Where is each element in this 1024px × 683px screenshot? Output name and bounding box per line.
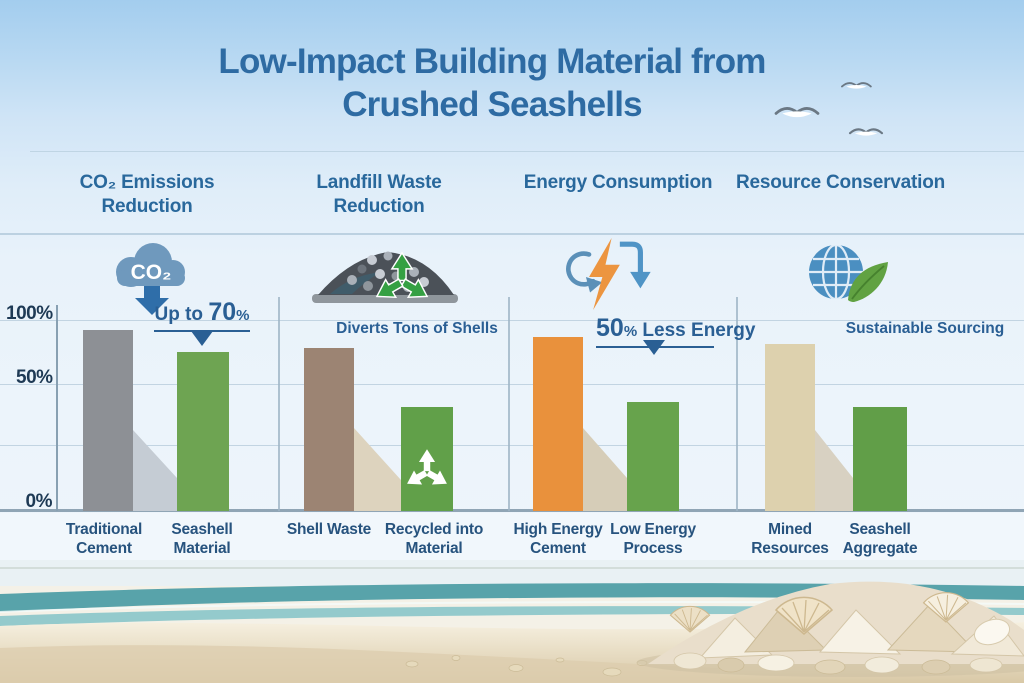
bar-seashell-aggregate: [853, 406, 907, 511]
annotation-pointer-icon: [643, 340, 665, 355]
axis-label-traditional-cement: Traditional Cement: [65, 521, 143, 557]
shell-pile-icon: [312, 251, 458, 303]
axis-label-high-energy-cement: High Energy Cement: [513, 521, 603, 557]
co2-cloud-arrow-icon: CO₂: [116, 243, 185, 315]
y-tick-50: 50%: [16, 367, 53, 388]
bar-traditional-cement: [83, 330, 133, 511]
globe-leaf-icon: [809, 243, 888, 302]
annotation-50-less-energy: 50% Less Energy: [596, 314, 755, 348]
scallop-shell: [669, 605, 711, 633]
gridline-100: [0, 320, 1024, 321]
panel-separator-3: [736, 297, 738, 511]
page-title-line1: Low-Impact Building Material from: [218, 42, 766, 81]
axis-label-recycled-into-material: Recycled into Material: [384, 521, 484, 557]
energy-lightning-icon: [566, 238, 651, 310]
page-title: Low-Impact Building Material from Crushe…: [132, 40, 852, 127]
header-co2-emissions: CO₂ Emissions Reduction: [79, 172, 215, 218]
axis-label-band: [0, 513, 1024, 561]
y-axis-line: [56, 305, 58, 511]
bar-recycled-into-material: [401, 406, 453, 511]
axis-label-mined-resources: Mined Resources: [751, 521, 829, 557]
beach-scene: [0, 560, 1024, 683]
bar-mined-resources: [765, 344, 815, 511]
header-energy-consumption: Energy Consumption: [523, 172, 713, 193]
y-tick-0: 0%: [25, 491, 53, 512]
divider-headers: [0, 233, 1024, 235]
panel-separator-1: [278, 297, 280, 511]
annotation-pointer-icon: [191, 331, 213, 346]
axis-label-seashell-material: Seashell Material: [171, 521, 233, 557]
bar-high-energy-cement: [533, 336, 583, 511]
panel-separator-2: [508, 297, 510, 511]
bar-shell-waste: [304, 348, 354, 511]
scallop-shell: [774, 596, 834, 635]
axis-label-shell-waste: Shell Waste: [286, 521, 372, 538]
recycle-icon: [407, 449, 447, 485]
bar-seashell-material: [177, 352, 229, 511]
scallop-shell: [922, 592, 970, 623]
recycle-icon: [375, 251, 429, 298]
x-axis-baseline: [0, 509, 1024, 512]
gridline-50: [0, 384, 1024, 385]
seagulls-icon: [774, 82, 884, 136]
y-tick-100: 100%: [6, 303, 53, 324]
axis-label-seashell-aggregate: Seashell Aggregate: [842, 521, 918, 557]
annotation-up-to-70: Up to 70%: [154, 298, 250, 332]
co2-label: CO₂: [131, 261, 172, 284]
annotation-sustainable-sourcing: Sustainable Sourcing: [845, 320, 1005, 337]
page-title-line2: Crushed Seashells: [342, 85, 642, 125]
seashell-pile: [637, 581, 1024, 677]
divider-top: [30, 151, 1024, 152]
header-resource-conservation: Resource Conservation: [735, 172, 946, 193]
axis-label-low-energy-process: Low Energy Process: [610, 521, 696, 557]
annotation-diverts-shells: Diverts Tons of Shells: [336, 320, 498, 337]
bar-low-energy-process: [627, 401, 679, 511]
gridline-25: [0, 445, 1024, 446]
header-landfill-waste: Landfill Waste Reduction: [316, 172, 442, 218]
